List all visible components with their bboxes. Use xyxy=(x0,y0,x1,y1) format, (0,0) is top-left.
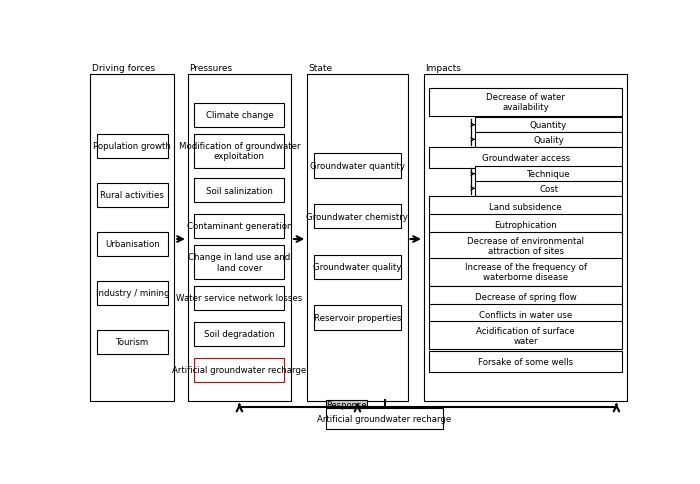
Text: Modification of groundwater
exploitation: Modification of groundwater exploitation xyxy=(178,142,300,161)
Bar xyxy=(429,89,622,117)
Bar xyxy=(429,232,622,260)
Bar xyxy=(475,118,622,133)
Text: Quality: Quality xyxy=(533,136,564,145)
Text: Quantity: Quantity xyxy=(530,121,567,130)
Bar xyxy=(195,358,284,382)
Bar xyxy=(326,408,443,429)
Bar xyxy=(314,205,401,229)
Text: Tourism: Tourism xyxy=(116,338,149,347)
Bar xyxy=(429,148,622,168)
Bar xyxy=(475,166,622,182)
Bar xyxy=(429,287,622,307)
Text: Groundwater quality: Groundwater quality xyxy=(313,263,402,272)
Bar xyxy=(97,232,168,257)
Text: Population growth: Population growth xyxy=(93,142,172,151)
Bar xyxy=(429,258,622,286)
Bar xyxy=(97,281,168,305)
Bar xyxy=(195,286,284,310)
Text: Artificial groundwater recharge: Artificial groundwater recharge xyxy=(172,365,307,375)
Bar xyxy=(429,197,622,217)
Text: Artificial groundwater recharge: Artificial groundwater recharge xyxy=(317,414,452,423)
Text: Cost: Cost xyxy=(539,184,558,194)
Bar xyxy=(195,322,284,346)
Bar xyxy=(195,104,284,128)
Bar xyxy=(424,75,627,401)
Bar xyxy=(475,181,622,197)
Text: Water service network losses: Water service network losses xyxy=(176,294,302,302)
Text: Soil degradation: Soil degradation xyxy=(204,330,274,339)
Bar xyxy=(314,255,401,279)
Text: State: State xyxy=(309,64,333,73)
Text: Conflicts in water use: Conflicts in water use xyxy=(479,310,572,319)
Text: Change in land use and
land cover: Change in land use and land cover xyxy=(188,253,290,272)
Bar xyxy=(97,135,168,159)
Text: Driving forces: Driving forces xyxy=(92,64,155,73)
Text: Acidification of surface
water: Acidification of surface water xyxy=(476,326,575,346)
Text: Decrease of spring flow: Decrease of spring flow xyxy=(475,292,576,301)
Bar xyxy=(195,214,284,239)
Text: Land subsidence: Land subsidence xyxy=(489,202,562,212)
Bar xyxy=(314,154,401,178)
Bar xyxy=(195,245,284,279)
Text: Climate change: Climate change xyxy=(206,111,273,120)
Text: Decrease of environmental
attraction of sites: Decrease of environmental attraction of … xyxy=(467,236,584,256)
Text: Industry / mining: Industry / mining xyxy=(95,289,169,298)
Bar xyxy=(195,135,284,168)
Text: Response: Response xyxy=(326,400,367,409)
Text: Increase of the frequency of
waterborne disease: Increase of the frequency of waterborne … xyxy=(465,262,587,282)
Bar xyxy=(97,183,168,208)
Text: Impacts: Impacts xyxy=(426,64,461,73)
Bar xyxy=(429,214,622,235)
Bar xyxy=(429,304,622,325)
Text: Rural activities: Rural activities xyxy=(100,191,164,200)
Text: Contaminant generation: Contaminant generation xyxy=(187,222,292,231)
Bar xyxy=(429,322,622,350)
Text: Technique: Technique xyxy=(527,170,570,179)
Bar xyxy=(90,75,174,401)
Text: Pressures: Pressures xyxy=(190,64,232,73)
Text: Soil salinization: Soil salinization xyxy=(206,186,273,195)
Bar xyxy=(314,306,401,330)
Text: Decrease of water
availability: Decrease of water availability xyxy=(486,93,565,112)
Bar xyxy=(475,132,622,148)
Bar xyxy=(97,330,168,354)
Bar xyxy=(188,75,291,401)
Text: Urbanisation: Urbanisation xyxy=(105,240,160,249)
Bar xyxy=(326,400,367,408)
Text: Eutrophication: Eutrophication xyxy=(494,220,557,229)
Bar xyxy=(307,75,407,401)
Text: Reservoir properties: Reservoir properties xyxy=(314,313,401,322)
Bar xyxy=(429,351,622,372)
Text: Groundwater quantity: Groundwater quantity xyxy=(310,162,405,171)
Text: Groundwater chemistry: Groundwater chemistry xyxy=(307,212,408,221)
Text: Groundwater access: Groundwater access xyxy=(482,153,570,163)
Text: Forsake of some wells: Forsake of some wells xyxy=(478,357,573,366)
Bar xyxy=(195,179,284,203)
